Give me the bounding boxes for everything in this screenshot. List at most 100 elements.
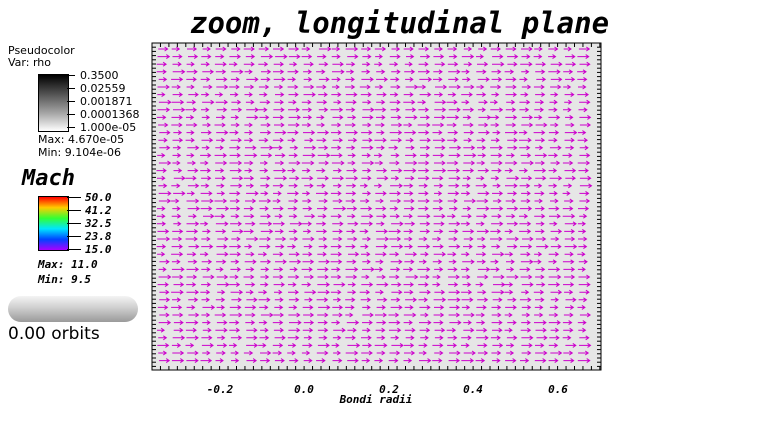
velocity-arrow [536, 335, 548, 341]
velocity-arrow [579, 213, 588, 219]
velocity-arrow [258, 46, 270, 52]
velocity-arrow [491, 312, 502, 318]
velocity-arrow [447, 297, 461, 303]
colorbar-tick-label: 0.3500 [80, 69, 119, 82]
velocity-arrow [376, 145, 385, 151]
velocity-arrow [433, 320, 444, 326]
velocity-arrow [477, 289, 487, 295]
velocity-arrow [490, 122, 500, 128]
velocity-arrow [158, 183, 168, 189]
velocity-arrow [172, 145, 182, 151]
velocity-arrow [201, 107, 210, 113]
velocity-arrow [548, 183, 558, 189]
velocity-arrow [374, 84, 384, 90]
velocity-arrow [302, 190, 311, 196]
velocity-arrow [449, 320, 462, 326]
velocity-arrow [536, 244, 549, 250]
velocity-arrow [159, 130, 171, 136]
velocity-arrow [478, 46, 488, 52]
velocity-arrow [274, 175, 288, 181]
velocity-arrow [476, 259, 487, 265]
velocity-arrow [432, 175, 444, 181]
velocity-arrow [171, 99, 185, 105]
velocity-arrow [405, 76, 414, 82]
velocity-arrow [433, 168, 447, 174]
velocity-arrow [403, 282, 415, 288]
velocity-arrow [317, 152, 331, 158]
velocity-arrow [463, 327, 475, 333]
velocity-arrow [156, 221, 167, 227]
velocity-arrow [549, 335, 560, 341]
velocity-arrow [563, 312, 574, 318]
velocity-arrow [520, 61, 533, 67]
velocity-arrow [345, 99, 357, 105]
velocity-arrow [216, 114, 226, 120]
velocity-arrow [534, 107, 545, 113]
velocity-arrow [186, 114, 195, 120]
velocity-arrow [577, 92, 590, 98]
velocity-arrow [348, 251, 360, 257]
velocity-arrow [579, 99, 591, 105]
velocity-arrow [333, 183, 342, 189]
velocity-arrow [331, 92, 342, 98]
velocity-arrow [491, 350, 502, 356]
velocity-arrow [519, 213, 529, 219]
velocity-arrow [521, 190, 531, 196]
velocity-arrow [273, 312, 285, 318]
velocity-arrow [448, 244, 461, 250]
velocity-arrow [157, 342, 170, 348]
velocity-arrow [434, 190, 443, 196]
velocity-arrow [173, 221, 182, 227]
velocity-arrow [185, 320, 199, 326]
velocity-arrow [447, 198, 458, 204]
velocity-arrow [390, 84, 401, 90]
colorbar-tick-label: 0.001871 [80, 95, 133, 108]
velocity-arrow [521, 114, 534, 120]
velocity-arrow [231, 175, 244, 181]
velocity-arrow [533, 289, 545, 295]
velocity-arrow [317, 312, 329, 318]
velocity-arrow [490, 206, 504, 212]
velocity-arrow [229, 168, 243, 174]
velocity-arrow [462, 76, 471, 82]
velocity-arrow [273, 76, 286, 82]
velocity-arrow [229, 304, 242, 310]
velocity-arrow [244, 160, 254, 166]
velocity-arrow [434, 107, 447, 113]
velocity-arrow [316, 350, 329, 356]
velocity-arrow [506, 259, 515, 265]
velocity-arrow [506, 342, 515, 348]
velocity-arrow [173, 282, 185, 288]
velocity-arrow [505, 122, 517, 128]
velocity-arrow [362, 266, 375, 272]
velocity-arrow [260, 327, 269, 333]
velocity-arrow [273, 266, 284, 272]
velocity-arrow [563, 84, 572, 90]
mach-tick-label: 32.5 [85, 217, 112, 230]
velocity-arrow [318, 160, 330, 166]
velocity-arrow [157, 206, 166, 212]
velocity-arrow [490, 84, 502, 90]
velocity-arrow [187, 350, 199, 356]
velocity-arrow [564, 236, 576, 242]
velocity-arrow [506, 175, 520, 181]
velocity-arrow [260, 190, 269, 196]
velocity-arrow [303, 312, 315, 318]
velocity-arrow [405, 145, 415, 151]
velocity-arrow [171, 46, 181, 52]
velocity-arrow [548, 152, 559, 158]
velocity-arrow [361, 335, 372, 341]
velocity-arrow [432, 282, 441, 288]
velocity-arrow [504, 251, 514, 257]
velocity-arrow [347, 213, 356, 219]
velocity-arrow [347, 342, 361, 348]
velocity-arrow [562, 335, 572, 341]
velocity-arrow [375, 289, 384, 295]
velocity-arrow [434, 99, 447, 105]
velocity-arrow [230, 206, 241, 212]
velocity-arrow [405, 274, 419, 280]
velocity-arrow [376, 213, 387, 219]
velocity-arrow [186, 76, 197, 82]
velocity-arrow [259, 244, 271, 250]
velocity-arrow [158, 274, 172, 280]
